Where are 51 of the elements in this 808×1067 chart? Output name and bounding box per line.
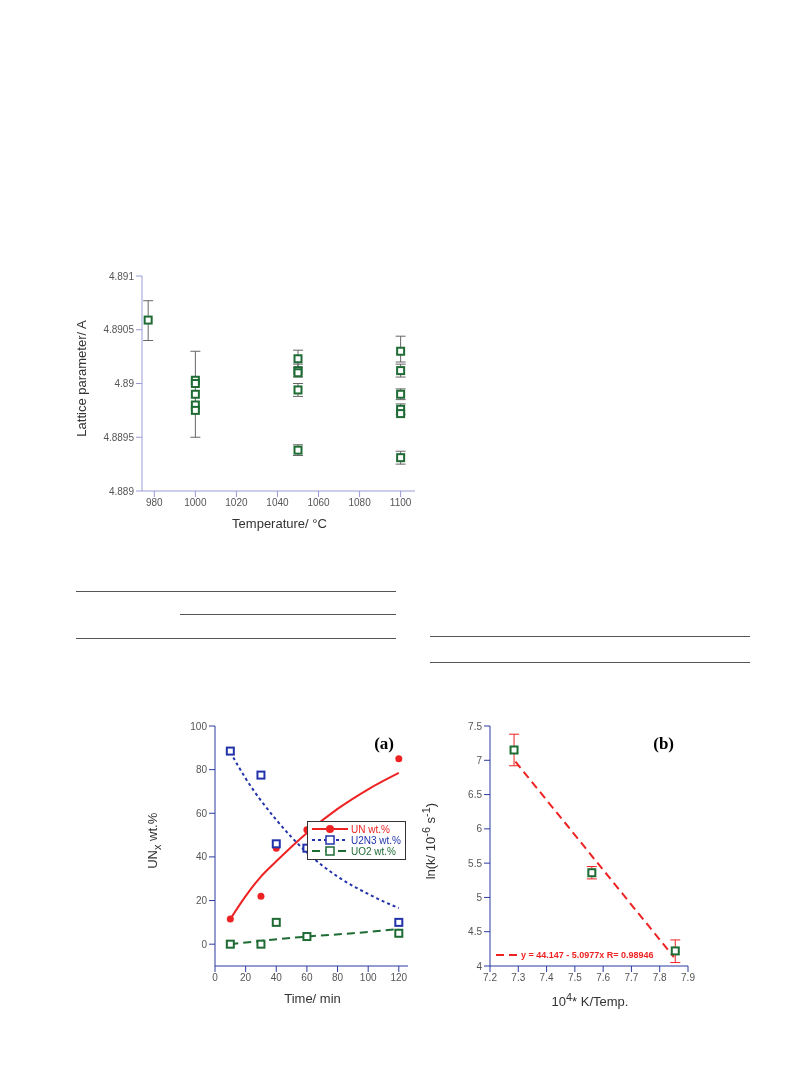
y-tick-label: 6 — [476, 823, 483, 835]
x-tick-label: 7.5 — [567, 972, 583, 984]
legend-label: U2N3 wt.% — [350, 834, 401, 846]
annotation: (a) — [374, 734, 394, 754]
x-tick-label: 1000 — [184, 497, 207, 509]
y-tick-label: 4.8895 — [103, 431, 135, 443]
y-tick-label: 7 — [476, 754, 483, 766]
annotation: (b) — [653, 734, 674, 754]
y-tick-label: 4.89 — [114, 378, 135, 390]
x-tick-label: 1100 — [389, 497, 412, 509]
legend-label: UO2 wt.% — [350, 845, 396, 857]
y-tick-label: 80 — [195, 764, 208, 776]
y-tick-label: 4.889 — [108, 485, 135, 497]
x-tick-label: 7.4 — [539, 972, 554, 984]
y-tick-label: 7.5 — [468, 720, 483, 732]
x-tick-label: 80 — [331, 972, 344, 984]
y-axis-title: Lattice parameter/ A — [73, 320, 89, 437]
x-tick-label: 1060 — [307, 497, 331, 509]
x-tick-label: 60 — [301, 972, 313, 984]
y-tick-label: 100 — [190, 720, 208, 732]
x-tick-label: 40 — [270, 972, 283, 984]
x-tick-label: 100 — [359, 972, 377, 984]
x-tick-label: 7.6 — [596, 972, 611, 984]
x-tick-label: 120 — [390, 972, 408, 984]
y-tick-label: 20 — [195, 895, 208, 907]
y-tick-label: 4.5 — [468, 926, 483, 938]
x-tick-label: 0 — [212, 972, 219, 984]
x-tick-label: 1020 — [225, 497, 248, 509]
legend-label: UN wt.% — [350, 823, 390, 835]
y-tick-label: 6.5 — [468, 789, 483, 801]
y-tick-label: 60 — [195, 807, 208, 819]
x-tick-label: 7.3 — [511, 972, 526, 984]
y-tick-label: 4 — [476, 960, 483, 972]
x-tick-label: 1080 — [348, 497, 372, 509]
y-tick-label: 4.8905 — [103, 324, 135, 336]
y-tick-label: 5.5 — [468, 857, 483, 869]
x-axis-title: Temperature/ °C — [231, 516, 328, 531]
x-axis-title: 10$^{4}$* K/Temp. — [550, 991, 630, 1010]
x-axis-title: Time/ min — [283, 991, 342, 1006]
y-tick-label: 40 — [195, 851, 208, 863]
legend-label: y = 44.147 - 5.0977x R= 0.98946 — [521, 950, 654, 960]
x-tick-label: 7.2 — [483, 972, 498, 984]
x-tick-label: 7.8 — [652, 972, 668, 984]
x-tick-label: 7.9 — [681, 972, 696, 984]
y-tick-label: 4.891 — [108, 270, 135, 282]
x-tick-label: 1040 — [266, 497, 290, 509]
y-tick-label: 5 — [476, 891, 483, 903]
y-tick-label: 0 — [201, 938, 208, 950]
x-tick-label: 980 — [145, 497, 164, 509]
x-tick-label: 20 — [240, 972, 252, 984]
x-tick-label: 7.7 — [624, 972, 639, 984]
